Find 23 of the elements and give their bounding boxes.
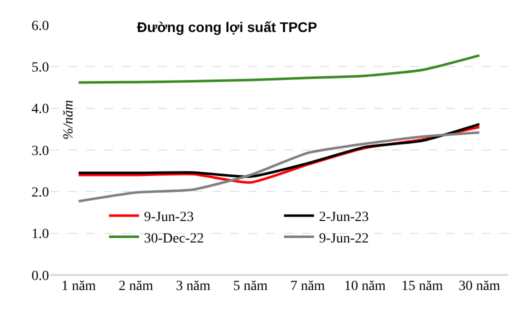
y-tick-label: 0.0 [32,268,49,284]
legend-label: 30-Dec-22 [144,231,204,246]
x-tick-label: 3 năm [176,279,211,294]
y-tick-label: 5.0 [32,60,49,76]
y-tick-label: 3.0 [32,144,49,159]
y-tick-label: 6.0 [32,18,49,34]
x-tick-label: 30 năm [458,279,500,294]
line-series [77,54,481,84]
x-tick-label: 5 năm [233,279,268,294]
x-tick-label: 7 năm [290,279,326,294]
line-series [77,131,481,202]
legend-label: 2-Jun-23 [319,210,369,226]
x-tick-label: 1 năm [61,279,96,294]
legend-label: 9-Jun-23 [144,210,194,226]
x-tick-label: 2 năm [118,279,154,294]
x-tick-label: 15 năm [401,279,444,294]
y-axis-title: %/năm [62,100,77,140]
legend-label: 9-Jun-22 [319,231,369,246]
y-tick-label: 2.0 [32,186,49,201]
y-tick-label: 4.0 [32,102,49,118]
y-tick-label: 1.0 [32,227,49,242]
chart-title: Đường cong lợi suất TPCP [136,19,318,36]
x-tick-label: 10 năm [344,279,386,294]
